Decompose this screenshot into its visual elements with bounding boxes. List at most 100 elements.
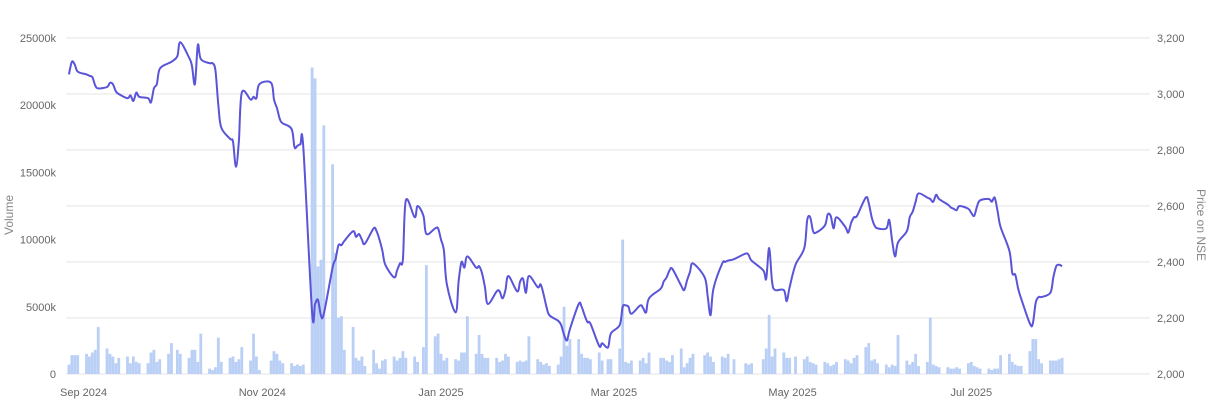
volume-bar: [855, 355, 859, 374]
volume-bar: [996, 368, 1000, 374]
volume-bar: [381, 360, 384, 374]
x-axis-tick-label: Jul 2025: [950, 387, 992, 399]
volume-bar: [893, 365, 897, 374]
volume-bar: [808, 361, 812, 374]
volume-bar: [586, 357, 589, 374]
volume-bar: [234, 361, 238, 374]
volume-bar: [846, 360, 850, 374]
volume-bar: [788, 357, 792, 374]
volume-bar: [73, 355, 77, 374]
volume-bar: [208, 368, 211, 374]
volume-bar: [928, 317, 932, 374]
volume-bar: [864, 347, 868, 374]
volume-bar: [114, 363, 118, 374]
volume-bar: [149, 352, 153, 374]
right-axis-tick-label: 2,800: [1157, 145, 1185, 157]
volume-bar: [237, 359, 241, 374]
volume-bar: [392, 356, 396, 374]
x-axis-tick-label: Mar 2025: [591, 387, 637, 399]
volume-bar: [1031, 339, 1035, 374]
volume-bar: [257, 369, 261, 374]
volume-bar: [958, 368, 961, 374]
volume-bar: [395, 360, 399, 374]
left-axis-tick-label: 5000k: [26, 302, 56, 314]
volume-bar: [720, 356, 724, 374]
volume-bar: [873, 359, 877, 374]
volume-bar: [1057, 359, 1061, 374]
volume-bar: [454, 359, 458, 374]
volume-bar: [747, 364, 751, 374]
volume-bar: [1016, 365, 1020, 374]
volume-bar: [539, 361, 543, 374]
volume-bar: [987, 368, 991, 374]
volume-bar: [108, 353, 112, 374]
volume-bar: [216, 337, 220, 374]
grid-lines: [66, 37, 1150, 375]
left-axis-tick-label: 10000k: [20, 235, 57, 247]
volume-bar: [1010, 361, 1014, 374]
volume-bar: [826, 363, 830, 374]
volume-bar: [93, 349, 97, 374]
volume-bar: [339, 316, 343, 374]
volume-bar: [96, 326, 100, 374]
volume-bar: [506, 356, 510, 374]
volume-bar: [999, 355, 1002, 374]
x-axis-tick-label: Jan 2025: [418, 387, 463, 399]
right-axis-tick-label: 2,400: [1157, 257, 1185, 269]
volume-bar: [562, 306, 566, 374]
volume-bar: [723, 357, 727, 374]
volume-bar: [117, 357, 121, 374]
volume-bar: [773, 348, 777, 374]
volume-bar: [829, 365, 833, 374]
volume-bar: [870, 360, 874, 374]
volume-bar: [624, 361, 627, 374]
volume-bar: [597, 352, 601, 374]
volume-bar: [583, 357, 586, 374]
left-axis-tick-label: 25000k: [20, 33, 57, 45]
volume-bar: [1028, 351, 1032, 374]
volume-bar: [618, 348, 622, 374]
left-axis-tick-label: 15000k: [20, 167, 57, 179]
volume-bar: [536, 359, 540, 374]
x-axis-ticks: Sep 2024 Nov 2024 Jan 2025 Mar 2025 May 2025…: [60, 387, 992, 399]
volume-bar: [691, 353, 695, 374]
volume-bar: [709, 356, 712, 374]
volume-bar: [905, 360, 909, 374]
volume-bar: [424, 265, 428, 374]
volume-bar: [219, 361, 223, 374]
volume-bar: [600, 360, 604, 374]
volume-bar: [357, 360, 361, 374]
volume-bar: [170, 343, 173, 374]
volume-bar: [732, 359, 736, 374]
volume-bar: [1054, 360, 1058, 374]
left-axis-title: Volume: [2, 195, 16, 235]
right-axis-tick-label: 2,000: [1157, 369, 1185, 381]
volume-bar: [187, 357, 191, 374]
volume-bar: [474, 353, 478, 374]
volume-bar: [679, 348, 683, 374]
volume-bar: [627, 363, 630, 374]
volume-bar: [322, 125, 326, 374]
volume-bar: [823, 361, 827, 374]
volume-bar: [849, 363, 853, 374]
volume-bar: [477, 335, 481, 374]
volume-bar: [688, 357, 692, 374]
left-axis-tick-label: 20000k: [20, 100, 57, 112]
volume-bar: [914, 353, 918, 374]
volume-bar: [662, 357, 666, 374]
volume-bar: [682, 367, 686, 374]
volume-bar: [272, 351, 276, 374]
volume-bar: [146, 363, 150, 374]
volume-bar: [966, 363, 970, 374]
volume-bar: [750, 363, 753, 374]
volume-bar: [638, 360, 642, 374]
volume-bar: [518, 360, 522, 374]
volume-bar: [835, 361, 838, 374]
volume-bar: [978, 368, 982, 374]
volume-bar: [193, 349, 197, 374]
volume-bar: [416, 361, 419, 374]
volume-bar: [867, 343, 871, 374]
volume-bar: [545, 363, 548, 374]
volume-bar: [527, 336, 531, 374]
right-axis-tick-label: 2,200: [1157, 313, 1185, 325]
